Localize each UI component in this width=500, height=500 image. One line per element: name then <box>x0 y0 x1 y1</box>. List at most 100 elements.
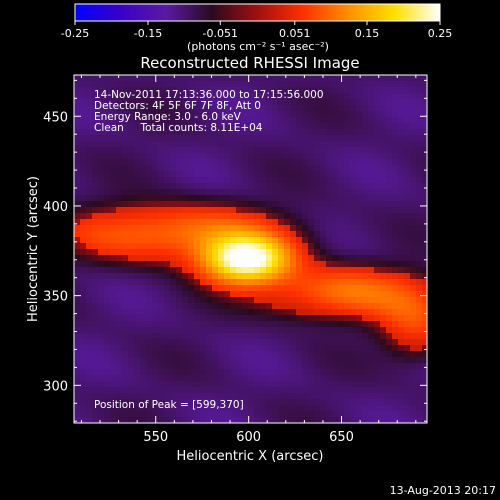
heatmap-cell <box>122 279 129 286</box>
heatmap-cell <box>242 81 249 88</box>
heatmap-cell <box>398 255 405 262</box>
heatmap-cell <box>404 273 411 280</box>
heatmap-cell <box>200 351 207 358</box>
heatmap-cell <box>86 327 93 334</box>
heatmap-cell <box>170 375 177 382</box>
heatmap-cell <box>296 375 303 382</box>
heatmap-cell <box>194 291 201 298</box>
heatmap-cell <box>170 111 177 118</box>
heatmap-cell <box>356 393 363 400</box>
heatmap-cell <box>380 303 387 310</box>
heatmap-cell <box>188 213 195 220</box>
heatmap-cell <box>230 207 237 214</box>
heatmap-cell <box>140 237 147 244</box>
heatmap-cell <box>278 309 285 316</box>
heatmap-cell <box>278 315 285 322</box>
heatmap-cell <box>152 297 159 304</box>
heatmap-cell <box>350 369 357 376</box>
heatmap-cell <box>248 81 255 88</box>
heatmap-cell <box>422 411 427 418</box>
heatmap-cell <box>386 183 393 190</box>
heatmap-cell <box>272 87 279 94</box>
heatmap-cell <box>302 279 309 286</box>
heatmap-cell <box>338 111 345 118</box>
heatmap-cell <box>356 147 363 154</box>
heatmap-cell <box>272 273 279 280</box>
heatmap-cell <box>224 183 231 190</box>
heatmap-cell <box>266 261 273 268</box>
heatmap-cell <box>338 393 345 400</box>
heatmap-cell <box>176 375 183 382</box>
heatmap-cell <box>242 387 249 394</box>
heatmap-cell <box>218 159 225 166</box>
heatmap-cell <box>170 411 177 418</box>
heatmap-cell <box>116 255 123 262</box>
heatmap-cell <box>236 393 243 400</box>
heatmap-cell <box>368 111 375 118</box>
heatmap-cell <box>218 213 225 220</box>
heatmap-cell <box>134 213 141 220</box>
heatmap-cell <box>314 135 321 142</box>
heatmap-cell <box>200 225 207 232</box>
heatmap-cell <box>338 261 345 268</box>
heatmap-cell <box>266 105 273 112</box>
heatmap-cell <box>104 129 111 136</box>
heatmap-cell <box>164 345 171 352</box>
heatmap-cell <box>224 261 231 268</box>
heatmap-cell <box>404 243 411 250</box>
heatmap-cell <box>206 225 213 232</box>
heatmap-cell <box>422 207 427 214</box>
heatmap-cell <box>128 123 135 130</box>
heatmap-cell <box>158 87 165 94</box>
heatmap-cell <box>122 153 129 160</box>
heatmap-cell <box>104 225 111 232</box>
heatmap-cell <box>392 279 399 286</box>
heatmap-cell <box>284 123 291 130</box>
heatmap-cell <box>122 189 129 196</box>
heatmap-cell <box>248 141 255 148</box>
heatmap-cell <box>116 363 123 370</box>
heatmap-cell <box>362 309 369 316</box>
heatmap-cell <box>314 159 321 166</box>
heatmap-cell <box>152 261 159 268</box>
heatmap-cell <box>104 345 111 352</box>
heatmap-cell <box>368 219 375 226</box>
heatmap-cell <box>248 111 255 118</box>
heatmap-cell <box>302 201 309 208</box>
heatmap-cell <box>116 417 123 423</box>
heatmap-cell <box>296 267 303 274</box>
heatmap-cell <box>308 315 315 322</box>
heatmap-cell <box>200 243 207 250</box>
heatmap-cell <box>98 129 105 136</box>
heatmap-cell <box>176 129 183 136</box>
heatmap-cell <box>212 339 219 346</box>
heatmap-cell <box>80 303 87 310</box>
heatmap-cell <box>134 123 141 130</box>
heatmap-cell <box>92 273 99 280</box>
heatmap-cell <box>236 267 243 274</box>
heatmap-cell <box>314 339 321 346</box>
heatmap-cell <box>266 225 273 232</box>
heatmap-cell <box>272 225 279 232</box>
heatmap-cell <box>86 357 93 364</box>
heatmap-cell <box>182 225 189 232</box>
heatmap-cell <box>338 153 345 160</box>
heatmap-cell <box>386 375 393 382</box>
heatmap-cell <box>398 405 405 412</box>
heatmap-cell <box>332 195 339 202</box>
heatmap-cell <box>290 399 297 406</box>
heatmap-cell <box>152 243 159 250</box>
heatmap-cell <box>80 207 87 214</box>
heatmap-cell <box>290 213 297 220</box>
heatmap-cell <box>170 399 177 406</box>
heatmap-cell <box>266 345 273 352</box>
heatmap-cell <box>104 111 111 118</box>
heatmap-cell <box>254 309 261 316</box>
heatmap-cell <box>188 267 195 274</box>
heatmap-cell <box>182 315 189 322</box>
heatmap-cell <box>386 99 393 106</box>
heatmap-cell <box>338 105 345 112</box>
heatmap-cell <box>248 279 255 286</box>
heatmap-cell <box>128 363 135 370</box>
heatmap-cell <box>188 231 195 238</box>
